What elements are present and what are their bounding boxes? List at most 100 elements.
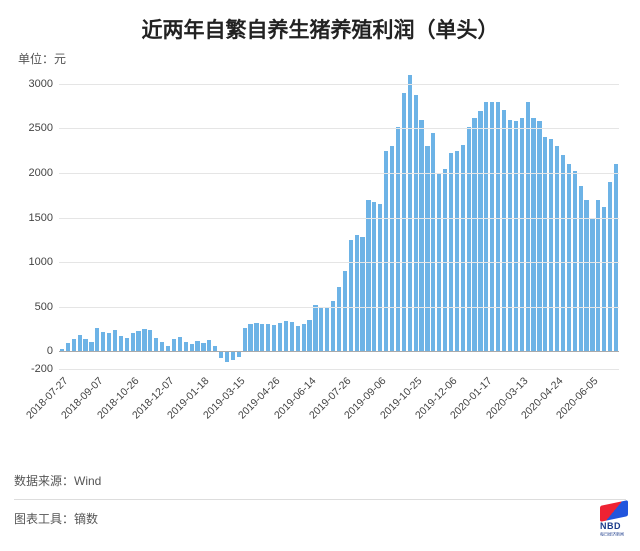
y-tick-label: 2000 bbox=[29, 167, 53, 179]
logo-subtitle: 每日经济新闻 bbox=[600, 532, 626, 538]
grid-line bbox=[59, 84, 619, 85]
bar bbox=[396, 127, 400, 352]
bar bbox=[490, 102, 494, 351]
logo-graphic bbox=[600, 500, 628, 522]
bar bbox=[614, 164, 618, 351]
bar bbox=[478, 111, 482, 352]
bar bbox=[419, 120, 423, 352]
bar bbox=[514, 121, 518, 351]
bar bbox=[290, 322, 294, 351]
bar bbox=[455, 151, 459, 351]
bar bbox=[195, 341, 199, 351]
bar bbox=[125, 338, 129, 351]
bar bbox=[537, 121, 541, 351]
bar bbox=[584, 200, 588, 351]
bar bbox=[154, 338, 158, 351]
bar bbox=[590, 218, 594, 352]
bar bbox=[266, 324, 270, 352]
grid-line bbox=[59, 218, 619, 219]
bar bbox=[83, 339, 87, 351]
bar bbox=[113, 330, 117, 351]
chart-tool: 图表工具：镝数 bbox=[14, 510, 626, 527]
bar bbox=[131, 333, 135, 351]
bar bbox=[89, 342, 93, 351]
bar bbox=[520, 118, 524, 351]
bars-layer bbox=[59, 75, 619, 369]
bar bbox=[313, 305, 317, 351]
bar bbox=[596, 200, 600, 351]
grid-line bbox=[59, 262, 619, 263]
bar bbox=[107, 333, 111, 351]
bar bbox=[190, 344, 194, 351]
bar bbox=[602, 207, 606, 351]
bar bbox=[402, 93, 406, 351]
grid-line bbox=[59, 173, 619, 174]
chart-title: 近两年自繁自养生猪养殖利润（单头） bbox=[12, 14, 628, 44]
bar bbox=[531, 118, 535, 351]
bar bbox=[502, 110, 506, 351]
bar bbox=[484, 102, 488, 351]
bar bbox=[567, 164, 571, 351]
bar bbox=[119, 336, 123, 351]
bar bbox=[172, 339, 176, 351]
bar bbox=[343, 271, 347, 351]
data-source: 数据来源：Wind bbox=[14, 472, 626, 489]
logo-text: NBD bbox=[600, 521, 632, 531]
y-tick-label: 1000 bbox=[29, 256, 53, 268]
bar bbox=[325, 308, 329, 351]
bar bbox=[526, 102, 530, 352]
bar bbox=[461, 145, 465, 352]
bar bbox=[66, 343, 70, 351]
bar bbox=[307, 320, 311, 351]
bar bbox=[243, 328, 247, 351]
y-tick-label: 1500 bbox=[29, 212, 53, 224]
bar bbox=[201, 343, 205, 351]
x-axis-labels: 2018-07-272018-09-072018-10-262018-12-07… bbox=[59, 371, 619, 449]
bar bbox=[425, 146, 429, 351]
bar bbox=[472, 118, 476, 351]
bar bbox=[148, 330, 152, 351]
footer-divider bbox=[14, 499, 626, 500]
plot-area: -200050010001500200025003000 bbox=[59, 75, 619, 369]
bar bbox=[349, 240, 353, 351]
bar bbox=[431, 133, 435, 351]
bar bbox=[372, 202, 376, 352]
bar bbox=[378, 204, 382, 351]
bar bbox=[296, 326, 300, 351]
bar bbox=[443, 169, 447, 352]
bar bbox=[278, 323, 282, 352]
bar bbox=[160, 342, 164, 351]
bar bbox=[248, 324, 252, 351]
y-tick-label: 2500 bbox=[29, 122, 53, 134]
y-tick-label: 0 bbox=[47, 345, 53, 357]
bar bbox=[355, 235, 359, 351]
bar bbox=[142, 329, 146, 351]
unit-label: 单位：元 bbox=[18, 50, 628, 67]
bar bbox=[608, 182, 612, 351]
bar bbox=[231, 351, 235, 360]
bar bbox=[549, 139, 553, 351]
bar bbox=[449, 153, 453, 351]
y-tick-label: 500 bbox=[35, 301, 53, 313]
bar bbox=[561, 155, 565, 351]
bar bbox=[331, 301, 335, 351]
bar bbox=[260, 324, 264, 351]
bar bbox=[414, 95, 418, 352]
bar bbox=[207, 340, 211, 352]
bar bbox=[496, 102, 500, 351]
bar bbox=[225, 351, 229, 362]
grid-line bbox=[59, 351, 619, 352]
chart-container: 近两年自繁自养生猪养殖利润（单头） 单位：元 -2000500100015002… bbox=[0, 0, 640, 551]
bar bbox=[360, 237, 364, 351]
bar bbox=[136, 331, 140, 351]
bar bbox=[467, 127, 471, 352]
bar bbox=[95, 328, 99, 351]
bar bbox=[508, 120, 512, 352]
grid-line bbox=[59, 128, 619, 129]
bar bbox=[78, 335, 82, 351]
chart-footer: 数据来源：Wind 图表工具：镝数 bbox=[14, 472, 626, 537]
bar bbox=[72, 339, 76, 351]
bar bbox=[555, 146, 559, 351]
bar bbox=[384, 151, 388, 351]
chart-area: -200050010001500200025003000 2018-07-272… bbox=[15, 69, 625, 449]
